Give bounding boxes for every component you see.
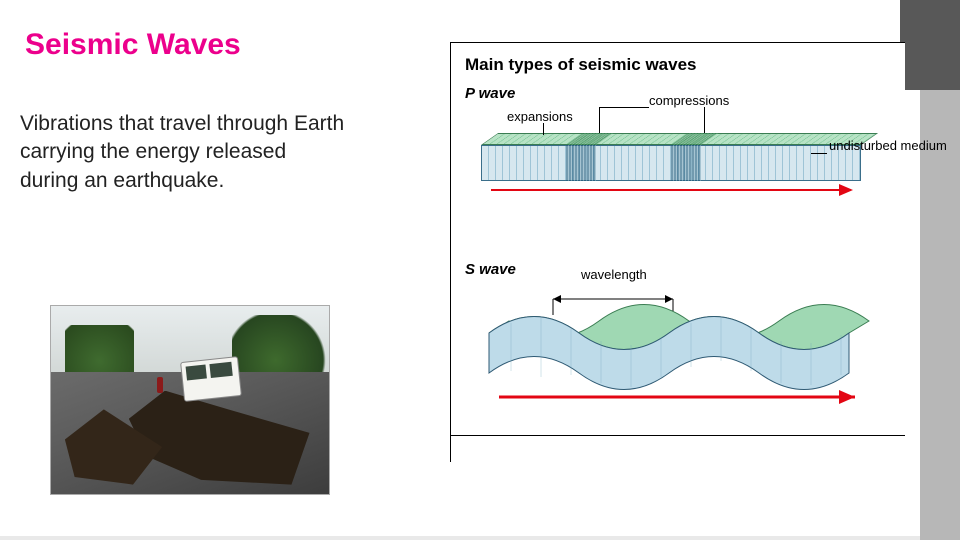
earthquake-photo [50,305,330,495]
photo-van [180,356,242,402]
leader-line [599,107,600,133]
label-undisturbed-text: undisturbed medium [829,138,947,153]
compression-band [671,145,701,181]
compression-band [566,145,596,181]
side-stripe [920,90,960,540]
corner-accent [900,0,960,90]
label-undisturbed: undisturbed medium [829,139,901,153]
s-wave-graphic [481,293,881,403]
leader-line [599,107,649,108]
p-wave-graphic [481,123,881,193]
label-wavelength: wavelength [581,267,647,282]
leader-line [811,153,827,154]
label-expansions: expansions [507,109,573,124]
slide-body: Vibrations that travel through Earth car… [20,110,350,195]
s-wave-label: S wave [465,261,516,278]
slide-title: Seismic Waves [25,28,241,62]
seismic-diagram: Main types of seismic waves P wave expan… [450,42,905,462]
s-wave-svg [481,293,891,413]
leader-line [543,123,544,135]
p-wave-bar [481,133,861,181]
bottom-edge [0,536,920,540]
propagation-arrow [491,189,851,191]
p-wave-label: P wave [465,85,515,102]
diagram-bottom-rule [451,435,905,436]
label-compressions: compressions [649,93,729,108]
diagram-title: Main types of seismic waves [465,55,697,75]
leader-line [704,107,705,133]
photo-person [157,377,163,393]
slide: Seismic Waves Vibrations that travel thr… [0,0,960,540]
